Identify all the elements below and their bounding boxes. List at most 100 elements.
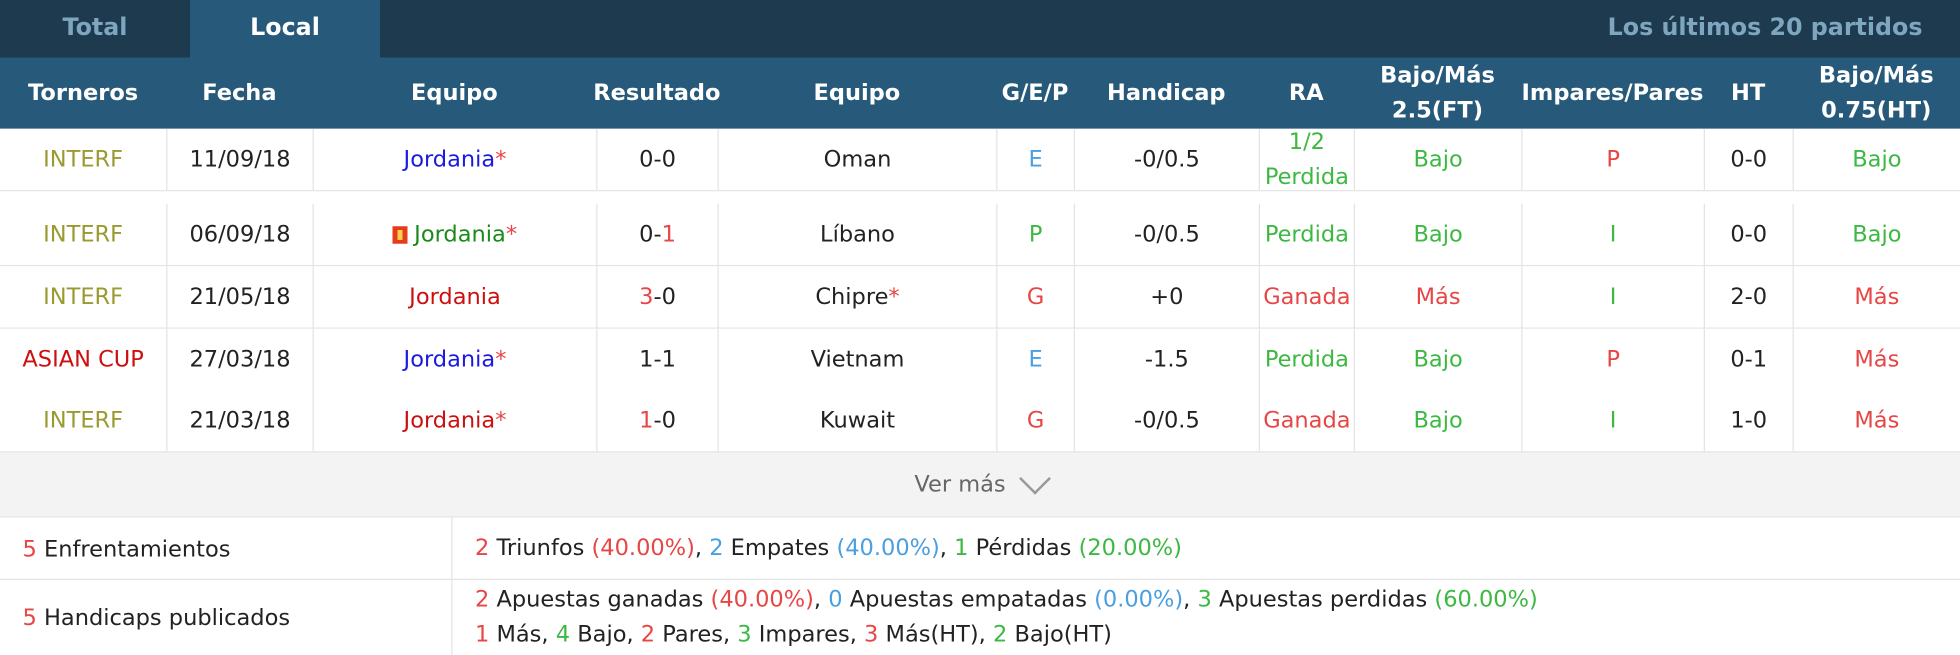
ra-result: Ganada — [1259, 390, 1354, 451]
away-team-name[interactable]: Líbano — [820, 217, 895, 252]
tournament-link[interactable]: INTERF — [0, 204, 166, 265]
away-score: 1 — [662, 342, 676, 377]
col-ra: RA — [1259, 58, 1354, 129]
home-team-name[interactable]: Jordania — [409, 279, 501, 314]
wins-count: 2 — [475, 535, 489, 561]
match-result[interactable]: 0-1 — [596, 204, 717, 265]
away-team-name[interactable]: Kuwait — [820, 403, 895, 438]
bajo-mas-ft: Bajo — [1354, 204, 1522, 265]
summary-handicaps: 5 Handicaps publicados 2 Apuestas ganada… — [0, 579, 1960, 655]
tournament-link[interactable]: INTERF — [0, 129, 166, 190]
bajo-mas-ft: Bajo — [1354, 129, 1522, 190]
score-separator: - — [653, 142, 661, 177]
bajo-mas-ht: Bajo — [1793, 129, 1960, 190]
gep-result: E — [996, 129, 1074, 190]
bajo-ht-label: Bajo(HT) — [1014, 621, 1111, 647]
pares-count: 2 — [641, 621, 655, 647]
gep-result: G — [996, 266, 1074, 327]
neutral-star: * — [495, 342, 506, 377]
losses-label: Pérdidas — [976, 535, 1072, 561]
neutral-star: * — [495, 403, 506, 438]
col-bajo-mas-ft-line2: 2.5(FT) — [1392, 93, 1483, 128]
chevron-down-icon — [1019, 462, 1051, 494]
ra-result-line1: 1/2 — [1289, 124, 1325, 159]
bajo-label: Bajo — [577, 621, 626, 647]
home-team[interactable]: Jordania — [313, 266, 597, 327]
score-separator: - — [653, 279, 661, 314]
home-team[interactable]: Jordania* — [313, 204, 597, 265]
gep-result: G — [996, 390, 1074, 451]
score-separator: - — [653, 217, 661, 252]
bets-lost-count: 3 — [1197, 586, 1211, 612]
table-header: Torneros Fecha Equipo Resultado Equipo G… — [0, 58, 1960, 129]
bets-push-label: Apuestas empatadas — [850, 586, 1087, 612]
home-team-name[interactable]: Jordania — [414, 217, 506, 252]
table-row: INTERF 06/09/18 Jordania* 0-1 Líbano P -… — [0, 204, 1960, 267]
home-team[interactable]: Jordania* — [313, 129, 597, 190]
col-fecha: Fecha — [166, 58, 312, 129]
bets-won-count: 2 — [475, 586, 489, 612]
mas-ht-count: 3 — [864, 621, 878, 647]
home-score: 0 — [639, 217, 653, 252]
away-team[interactable]: Oman — [718, 129, 997, 190]
tab-local[interactable]: Local — [190, 0, 380, 58]
handicap-count: 5 — [23, 604, 37, 630]
summary-values: 2 Apuestas ganadas (40.00%), 0 Apuestas … — [475, 580, 1538, 655]
last-matches-selector[interactable]: Los últimos 20 partidos — [1608, 0, 1923, 58]
home-team-name[interactable]: Jordania — [404, 403, 496, 438]
tab-total[interactable]: Total — [0, 0, 190, 58]
away-team[interactable]: Chipre* — [718, 266, 997, 327]
bajo-count: 4 — [556, 621, 570, 647]
home-team[interactable]: Jordania* — [313, 329, 597, 390]
table-row: INTERF 21/05/18 Jordania 3-0 Chipre* G +… — [0, 266, 1960, 329]
neutral-star: * — [506, 217, 517, 252]
wins-pct: (40.00%) — [592, 535, 695, 561]
draws-label: Empates — [731, 535, 830, 561]
tournament-link[interactable]: ASIAN CUP — [0, 329, 166, 390]
ver-mas-button[interactable]: Ver más — [0, 453, 1960, 517]
losses-pct: (20.00%) — [1079, 535, 1182, 561]
pares-label: Pares — [662, 621, 723, 647]
match-result[interactable]: 3-0 — [596, 266, 717, 327]
summary-enfrentamientos: 5 Enfrentamientos 2 Triunfos (40.00%), 2… — [0, 516, 1960, 580]
match-result[interactable]: 0-0 — [596, 129, 717, 190]
away-team[interactable]: Kuwait — [718, 390, 997, 451]
away-team-name[interactable]: Vietnam — [811, 342, 905, 377]
tournament-link[interactable]: INTERF — [0, 390, 166, 451]
halftime-score: 1-0 — [1704, 390, 1793, 451]
col-impares-pares: Impares/Pares — [1521, 58, 1704, 129]
match-result[interactable]: 1-1 — [596, 329, 717, 390]
bets-won-label: Apuestas ganadas — [496, 586, 703, 612]
neutral-star: * — [495, 142, 506, 177]
score-separator: - — [653, 342, 661, 377]
home-team[interactable]: Jordania* — [313, 390, 597, 451]
bajo-mas-ft: Bajo — [1354, 329, 1522, 390]
home-team-name[interactable]: Jordania — [404, 142, 496, 177]
away-score: 0 — [662, 279, 676, 314]
match-date: 27/03/18 — [166, 329, 312, 390]
home-team-name[interactable]: Jordania — [404, 342, 496, 377]
ra-result: Ganada — [1259, 266, 1354, 327]
away-team[interactable]: Líbano — [718, 204, 997, 265]
away-score: 1 — [662, 217, 676, 252]
handicap-value: -0/0.5 — [1074, 204, 1259, 265]
bajo-mas-ht: Más — [1793, 266, 1960, 327]
col-bajo-mas-ft-line1: Bajo/Más — [1380, 58, 1495, 93]
tournament-link[interactable]: INTERF — [0, 266, 166, 327]
match-date: 21/03/18 — [166, 390, 312, 451]
col-resultado: Resultado — [596, 58, 717, 129]
away-team[interactable]: Vietnam — [718, 329, 997, 390]
home-score: 0 — [639, 142, 653, 177]
draws-pct: (40.00%) — [836, 535, 939, 561]
summary-label: 5 Handicaps publicados — [0, 580, 453, 655]
bets-line: 2 Apuestas ganadas (40.00%), 0 Apuestas … — [475, 583, 1538, 618]
bets-lost-pct: (60.00%) — [1434, 586, 1537, 612]
col-bajo-mas-ht-line2: 0.75(HT) — [1821, 93, 1931, 128]
table-row: INTERF 11/09/18 Jordania* 0-0 Oman E -0/… — [0, 129, 1960, 192]
match-result[interactable]: 1-0 — [596, 390, 717, 451]
away-team-name[interactable]: Oman — [824, 142, 892, 177]
handicap-count-label: Handicaps publicados — [44, 604, 290, 630]
away-team-name[interactable]: Chipre — [815, 279, 888, 314]
impares-pares: I — [1521, 390, 1704, 451]
